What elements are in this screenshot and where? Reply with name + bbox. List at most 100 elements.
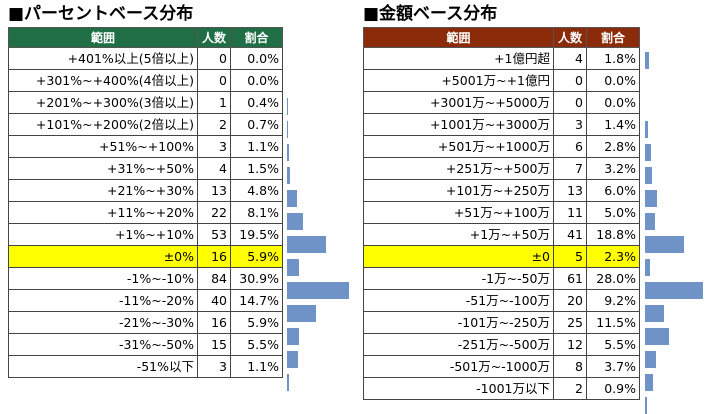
share-cell: 5.9% — [230, 245, 283, 268]
share-bar — [645, 190, 657, 207]
count-cell: 3 — [553, 113, 587, 136]
table-row: +3001万~+5000万 0 0.0% — [363, 91, 640, 114]
range-cell: ±0 — [363, 245, 554, 268]
share-cell: 0.9% — [586, 377, 640, 400]
share-cell: 3.2% — [586, 157, 640, 180]
table-row: +401%以上(5倍以上) 0 0.0% — [8, 47, 283, 70]
share-cell: 19.5% — [230, 223, 283, 246]
share-bar — [645, 328, 669, 345]
share-cell: 0.0% — [586, 69, 640, 92]
share-cell: 11.5% — [586, 311, 640, 334]
share-bar — [287, 282, 349, 299]
range-cell: +1億円超 — [363, 47, 554, 70]
share-bar — [645, 236, 684, 253]
table-header-row: 範囲 人数 割合 — [8, 27, 283, 48]
count-cell: 61 — [553, 267, 587, 290]
table-row: -51%以下 3 1.1% — [8, 355, 283, 378]
table-header-row: 範囲 人数 割合 — [363, 27, 640, 48]
table-row: +101万~+250万 13 6.0% — [363, 179, 640, 202]
share-cell: 28.0% — [586, 267, 640, 290]
count-cell: 20 — [553, 289, 587, 312]
table-row: +501万~+1000万 6 2.8% — [363, 135, 640, 158]
share-bar — [645, 374, 653, 391]
table-row: -1001万以下 2 0.9% — [363, 377, 640, 400]
share-cell: 1.1% — [230, 135, 283, 158]
range-cell: +401%以上(5倍以上) — [8, 47, 198, 70]
range-cell: +501万~+1000万 — [363, 135, 554, 158]
share-bar — [287, 259, 299, 276]
table-row: -31%~-50% 15 5.5% — [8, 333, 283, 356]
share-bar — [287, 190, 297, 207]
range-cell: -1001万以下 — [363, 377, 554, 400]
table-row: ±0% 16 5.9% — [8, 245, 283, 268]
range-cell: ±0% — [8, 245, 198, 268]
header-count: 人数 — [553, 27, 587, 48]
share-cell: 0.0% — [586, 91, 640, 114]
share-bar — [287, 167, 290, 184]
share-bar — [645, 167, 652, 184]
table-row: +51%~+100% 3 1.1% — [8, 135, 283, 158]
range-cell: +31%~+50% — [8, 157, 198, 180]
range-cell: -51万~-100万 — [363, 289, 554, 312]
table-row: +31%~+50% 4 1.5% — [8, 157, 283, 180]
range-cell: +301%~+400%(4倍以上) — [8, 69, 198, 92]
header-range: 範囲 — [8, 27, 198, 48]
count-cell: 0 — [197, 69, 231, 92]
count-cell: 4 — [553, 47, 587, 70]
range-cell: +1万~+50万 — [363, 223, 554, 246]
table-row: -51万~-100万 20 9.2% — [363, 289, 640, 312]
share-cell: 0.7% — [230, 113, 283, 136]
share-cell: 5.5% — [586, 333, 640, 356]
table-row: -21%~-30% 16 5.9% — [8, 311, 283, 334]
count-cell: 7 — [553, 157, 587, 180]
share-cell: 0.4% — [230, 91, 283, 114]
count-cell: 84 — [197, 267, 231, 290]
share-cell: 5.9% — [230, 311, 283, 334]
count-cell: 41 — [553, 223, 587, 246]
share-bar — [287, 351, 298, 368]
count-cell: 0 — [553, 69, 587, 92]
table-row: +251万~+500万 7 3.2% — [363, 157, 640, 180]
share-bar — [645, 305, 664, 322]
range-cell: +51%~+100% — [8, 135, 198, 158]
percent-distribution-table: 範囲 人数 割合 +401%以上(5倍以上) 0 0.0% +301%~+400%(4… — [8, 27, 283, 378]
share-bar — [287, 328, 299, 345]
share-bar — [645, 144, 651, 161]
range-cell: +1%~+10% — [8, 223, 198, 246]
table-row: +1%~+10% 53 19.5% — [8, 223, 283, 246]
count-cell: 2 — [553, 377, 587, 400]
table-row: +201%~+300%(3倍以上) 1 0.4% — [8, 91, 283, 114]
count-cell: 6 — [553, 135, 587, 158]
share-bar — [287, 213, 303, 230]
count-cell: 5 — [553, 245, 587, 268]
range-cell: +201%~+300%(3倍以上) — [8, 91, 198, 114]
share-bar — [645, 282, 703, 299]
share-bar — [287, 144, 289, 161]
count-cell: 0 — [553, 91, 587, 114]
table-row: +21%~+30% 13 4.8% — [8, 179, 283, 202]
share-bar — [287, 305, 316, 322]
share-cell: 1.5% — [230, 157, 283, 180]
range-cell: +1001万~+3000万 — [363, 113, 554, 136]
range-cell: +11%~+20% — [8, 201, 198, 224]
count-cell: 2 — [197, 113, 231, 136]
share-cell: 9.2% — [586, 289, 640, 312]
table-row: +1億円超 4 1.8% — [363, 47, 640, 70]
share-cell: 30.9% — [230, 267, 283, 290]
count-cell: 3 — [197, 355, 231, 378]
range-cell: -501万~-1000万 — [363, 355, 554, 378]
range-cell: -251万~-500万 — [363, 333, 554, 356]
count-cell: 22 — [197, 201, 231, 224]
table-row: -1%~-10% 84 30.9% — [8, 267, 283, 290]
range-cell: -101万~-250万 — [363, 311, 554, 334]
share-cell: 2.8% — [586, 135, 640, 158]
table-row: +1万~+50万 41 18.8% — [363, 223, 640, 246]
count-cell: 3 — [197, 135, 231, 158]
amount-distribution-title: ■金額ベース分布 — [363, 4, 498, 24]
share-bar — [287, 121, 288, 138]
range-cell: +251万~+500万 — [363, 157, 554, 180]
header-share: 割合 — [586, 27, 640, 48]
share-bar — [645, 259, 650, 276]
share-cell: 0.0% — [230, 69, 283, 92]
share-cell: 2.3% — [586, 245, 640, 268]
